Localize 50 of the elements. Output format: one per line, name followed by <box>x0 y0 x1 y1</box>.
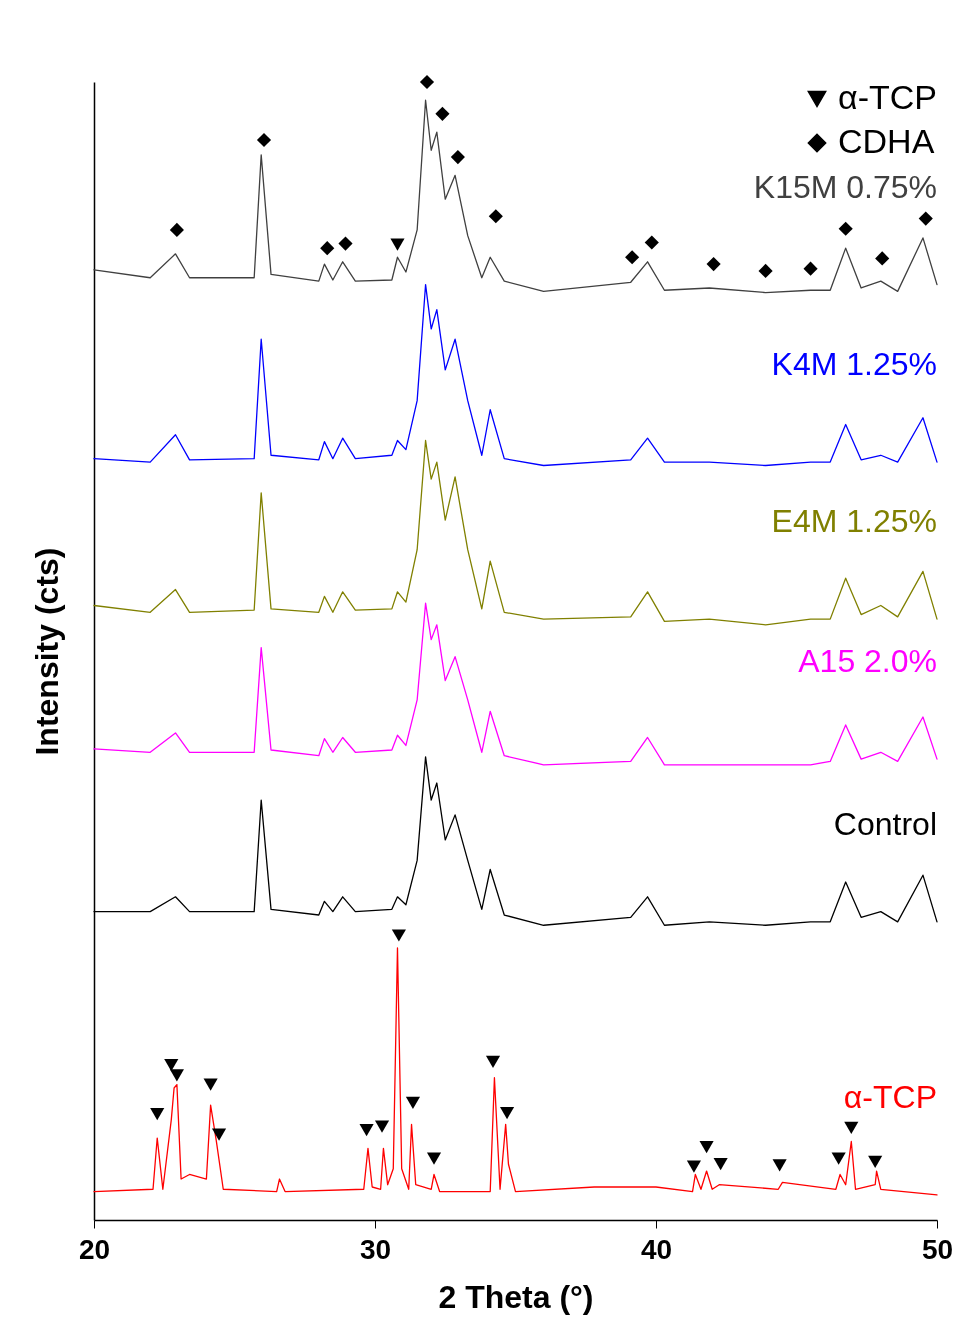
legend-label: CDHA <box>838 122 935 160</box>
point <box>803 261 818 276</box>
point <box>256 132 272 148</box>
legend-label: α-TCP <box>838 78 937 116</box>
point <box>485 1055 501 1068</box>
x-tick-label: 20 <box>78 1233 111 1265</box>
point <box>625 250 640 265</box>
x-tick-label: 50 <box>921 1233 954 1265</box>
point <box>150 1108 165 1121</box>
point <box>169 222 184 238</box>
point <box>831 1152 846 1165</box>
point <box>699 1141 714 1154</box>
point <box>772 1159 787 1172</box>
point <box>844 1121 859 1134</box>
point <box>706 257 721 272</box>
point <box>338 236 353 251</box>
series-label: E4M 1.25% <box>771 503 937 540</box>
point <box>169 1069 184 1082</box>
series-label: K15M 0.75% <box>753 168 937 205</box>
series-label: K4M 1.25% <box>771 346 937 383</box>
point <box>500 1106 515 1120</box>
point <box>435 106 450 121</box>
point <box>686 1160 702 1173</box>
point <box>875 251 890 266</box>
point <box>758 263 773 278</box>
x-axis-title: 2 Theta (°) <box>438 1278 594 1315</box>
x-tick-label: 30 <box>359 1233 392 1265</box>
point <box>359 1123 374 1137</box>
point <box>391 929 406 942</box>
point <box>203 1078 218 1091</box>
point <box>488 209 503 224</box>
y-axis-title: Intensity (cts) <box>28 547 65 756</box>
series-label: A15 2.0% <box>798 643 937 680</box>
point <box>644 235 659 250</box>
point <box>211 1128 227 1141</box>
x-tick-label: 40 <box>640 1233 673 1265</box>
point <box>320 241 335 256</box>
point <box>374 1120 390 1133</box>
point <box>405 1096 421 1109</box>
point <box>450 150 465 165</box>
series-label: α-TCP <box>843 1078 937 1115</box>
point <box>918 211 933 226</box>
point <box>390 238 405 251</box>
point <box>868 1155 883 1169</box>
series-label: Control <box>833 805 937 842</box>
point <box>426 1152 442 1165</box>
point <box>713 1158 728 1171</box>
point <box>419 74 435 90</box>
point <box>838 221 853 236</box>
point <box>164 1059 179 1072</box>
